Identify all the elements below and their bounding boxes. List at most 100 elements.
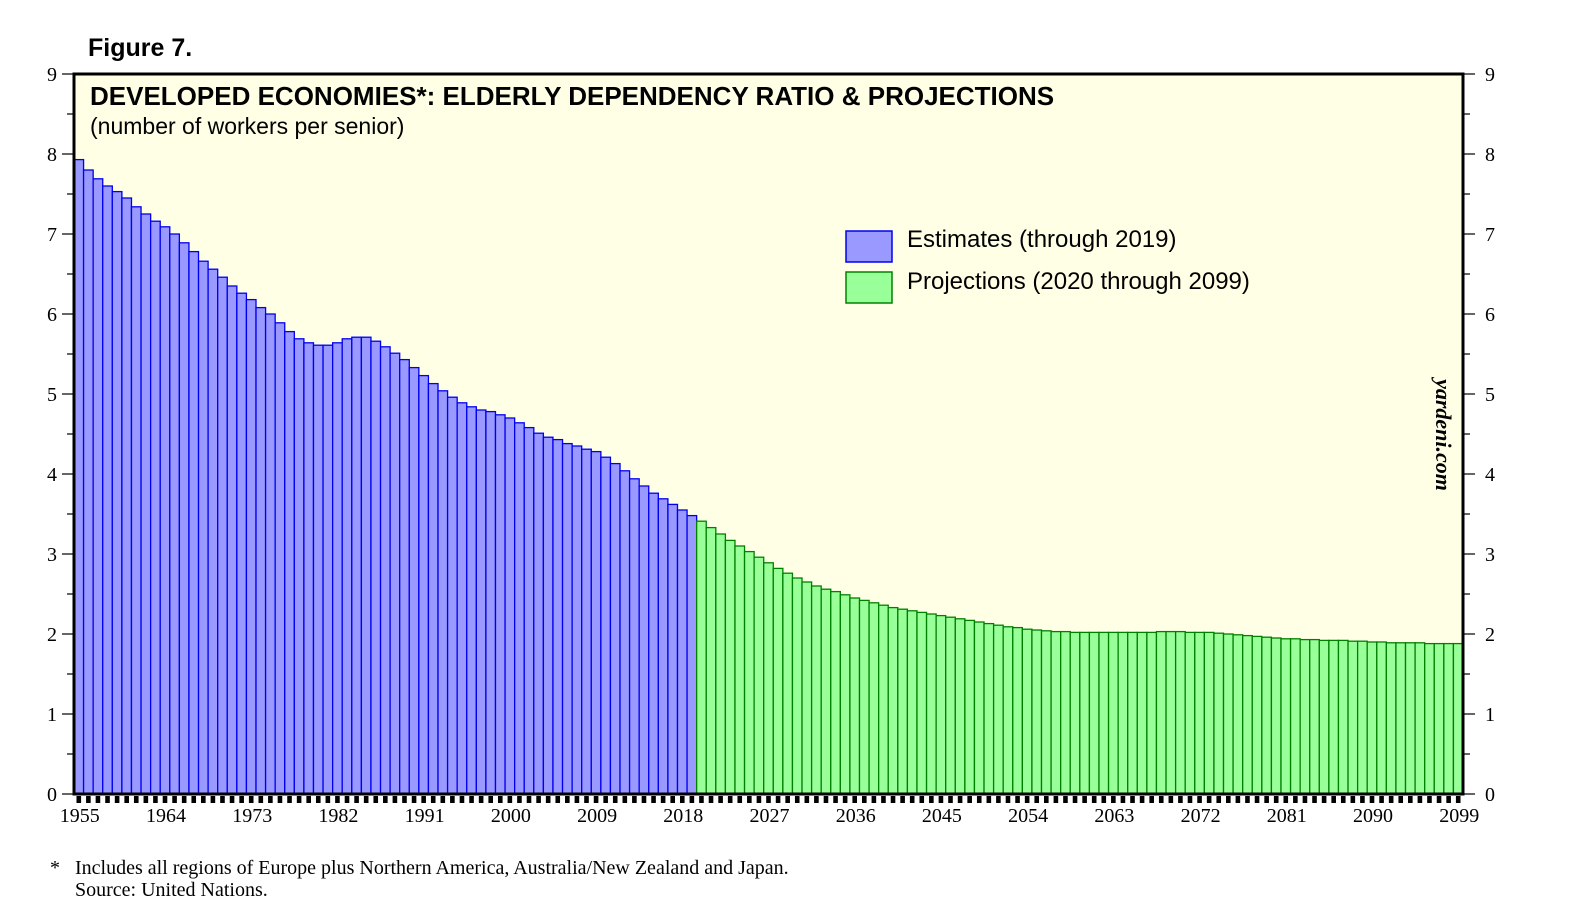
estimate-bar-1991 (418, 374, 430, 795)
estimate-bar-2013 (628, 478, 640, 795)
x-tick (890, 796, 896, 803)
y-tick-label-right: 5 (1485, 384, 1495, 406)
x-tick (574, 796, 580, 803)
x-tick (124, 796, 129, 803)
estimate-bar-1998 (485, 410, 497, 795)
estimate-bar-1957 (92, 178, 104, 795)
x-tick (785, 796, 790, 803)
projection-bar-2063 (1107, 631, 1119, 795)
x-tick (220, 796, 225, 803)
projection-bar-2077 (1242, 634, 1253, 795)
x-tick (488, 796, 493, 803)
x-tick (1149, 796, 1154, 803)
projection-bar-2094 (1404, 642, 1416, 795)
x-tick (1044, 796, 1049, 803)
x-tick (1417, 796, 1423, 803)
estimate-bar-1963 (149, 220, 161, 795)
projection-bar-2048 (964, 619, 976, 795)
figure-label: Figure 7. (88, 34, 192, 62)
x-tick (900, 796, 905, 803)
projection-bar-2047 (954, 618, 966, 795)
x-tick (1072, 796, 1078, 803)
x-tick (1120, 796, 1126, 803)
x-tick (660, 796, 666, 803)
estimate-bar-1990 (408, 366, 420, 795)
projection-bar-2050 (983, 622, 995, 795)
estimate-bar-2007 (571, 445, 583, 795)
estimate-bar-1996 (466, 406, 477, 795)
x-tick (1082, 796, 1087, 803)
projection-bar-2049 (973, 621, 985, 795)
projection-bar-2031 (801, 581, 813, 795)
estimate-bar-1986 (370, 340, 382, 795)
projection-bar-2090 (1366, 641, 1378, 795)
x-tick (804, 796, 810, 803)
estimate-bar-1977 (284, 330, 295, 795)
x-tick (1024, 796, 1030, 803)
projection-bar-2093 (1395, 642, 1407, 795)
x-tick-label: 2072 (1181, 805, 1221, 827)
x-tick (315, 796, 321, 803)
estimate-bar-2012 (619, 470, 631, 795)
x-tick (296, 796, 302, 803)
x-tick (1283, 796, 1289, 803)
y-tick-label-left: 2 (47, 624, 57, 646)
x-tick (248, 796, 254, 803)
estimate-bar-1985 (360, 336, 372, 795)
projection-bar-2062 (1098, 631, 1110, 795)
x-tick (1321, 796, 1327, 803)
projection-bar-2076 (1232, 634, 1244, 795)
x-tick (201, 796, 206, 803)
projection-bar-2029 (782, 572, 794, 795)
x-tick (258, 796, 264, 803)
footnote-marker: * (50, 857, 60, 879)
x-tick (1187, 796, 1193, 803)
projection-bar-2066 (1136, 631, 1148, 795)
x-tick (1293, 796, 1298, 803)
estimate-bar-1995 (456, 402, 468, 795)
x-tick-label: 2090 (1353, 805, 1393, 827)
estimate-bar-1980 (312, 344, 324, 795)
estimate-bar-1970 (217, 276, 228, 795)
x-tick (517, 796, 522, 803)
x-tick (996, 796, 1001, 803)
projection-bar-2033 (820, 588, 832, 795)
projection-bar-2041 (897, 608, 909, 795)
y-tick-label-right: 9 (1485, 64, 1495, 86)
projection-bar-2069 (1165, 630, 1177, 795)
x-tick (593, 796, 599, 803)
x-tick (545, 796, 551, 803)
x-tick (584, 796, 589, 803)
x-tick-label: 2000 (491, 805, 531, 827)
x-tick (1206, 796, 1212, 803)
projection-bar-2085 (1318, 639, 1330, 795)
projection-bar-2030 (791, 577, 803, 795)
projection-bar-2082 (1289, 638, 1301, 795)
x-tick-label: 2045 (922, 805, 962, 827)
x-tick (756, 796, 762, 803)
legend: Estimates (through 2019) Projections (20… (845, 226, 1250, 304)
projection-bar-2081 (1280, 638, 1292, 795)
x-tick (335, 796, 340, 803)
estimate-bar-2017 (667, 503, 679, 795)
x-tick (1312, 796, 1317, 803)
x-tick (1235, 796, 1241, 803)
x-tick (1408, 796, 1413, 803)
x-tick (1034, 796, 1040, 803)
x-tick-label: 2036 (836, 805, 876, 827)
x-tick (1398, 796, 1404, 803)
x-tick (229, 796, 235, 803)
x-tick (747, 796, 752, 803)
projection-bar-2097 (1433, 642, 1445, 795)
estimate-bar-1974 (255, 306, 267, 795)
estimate-bar-1993 (437, 390, 449, 795)
x-tick (1130, 796, 1135, 803)
estimate-bar-1969 (207, 268, 219, 795)
x-tick (1005, 796, 1011, 803)
x-tick (1245, 796, 1250, 803)
legend-label-estimates: Estimates (through 2019) (907, 226, 1176, 253)
x-tick (708, 796, 714, 803)
x-tick (727, 796, 733, 803)
estimate-bar-1964 (159, 226, 171, 795)
x-tick (957, 796, 963, 803)
